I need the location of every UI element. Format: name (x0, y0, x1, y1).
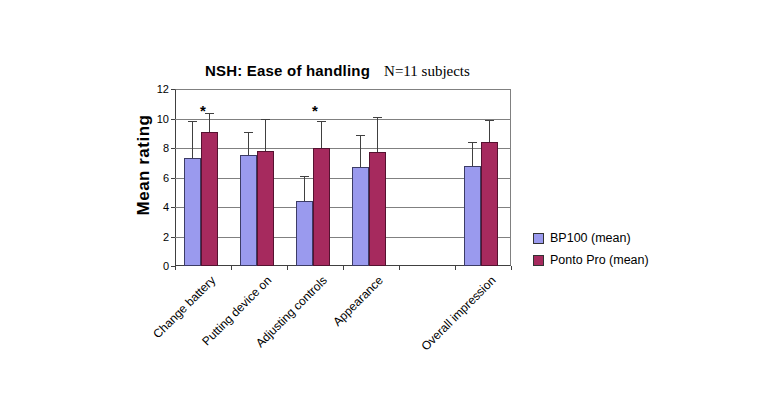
legend-item-ponto-pro: Ponto Pro (mean) (533, 253, 649, 268)
legend-label-ponto-pro: Ponto Pro (mean) (550, 253, 649, 268)
error-bar-cap (261, 119, 270, 120)
error-bar-cap (356, 135, 365, 136)
gridline (175, 119, 511, 120)
category-label-overall-impression: Overall impression (419, 274, 498, 353)
y-tick-label: 12 (149, 83, 169, 96)
legend-item-bp100: BP100 (mean) (533, 231, 649, 246)
error-bar (265, 119, 266, 151)
bar-ponto-pro-mean-adjusting-controls (313, 148, 330, 266)
y-tick (171, 89, 175, 90)
y-tick (171, 148, 175, 149)
bar-ponto-pro-mean-appearance (369, 152, 386, 266)
y-tick-label: 8 (149, 142, 169, 155)
error-bar-cap (244, 132, 253, 133)
error-bar (248, 132, 249, 156)
bar-bp100-mean-change-battery (184, 158, 201, 266)
chart-title: NSH: Ease of handling (205, 62, 370, 79)
chart-subtitle: N=11 subjects (384, 63, 470, 79)
figure-canvas: NSH: Ease of handlingN=11 subjects Mean … (0, 0, 768, 400)
error-bar-cap (468, 142, 477, 143)
error-bar-cap (300, 176, 309, 177)
gridline (175, 237, 511, 238)
error-bar-cap (188, 121, 197, 122)
gridline (175, 178, 511, 179)
x-tick (175, 266, 176, 270)
bar-ponto-pro-mean-putting-device-on (257, 151, 274, 266)
x-tick (231, 266, 232, 270)
y-tick-label: 6 (149, 172, 169, 185)
y-tick (171, 178, 175, 179)
y-tick-label: 2 (149, 231, 169, 244)
y-tick (171, 237, 175, 238)
bar-bp100-mean-putting-device-on (240, 155, 257, 266)
y-tick (171, 119, 175, 120)
legend-label-bp100: BP100 (mean) (550, 231, 631, 246)
y-tick-label: 4 (149, 201, 169, 214)
error-bar (321, 121, 322, 148)
error-bar (192, 121, 193, 158)
x-tick (399, 266, 400, 270)
error-bar (304, 176, 305, 201)
bar-bp100-mean-overall-impression (464, 166, 481, 266)
error-bar (489, 120, 490, 142)
chart-header: NSH: Ease of handling N=11 subjects (205, 62, 470, 80)
y-tick-label: 0 (149, 260, 169, 273)
error-bar (472, 142, 473, 166)
error-bar-cap (373, 117, 382, 118)
x-tick (455, 266, 456, 270)
legend: BP100 (mean) Ponto Pro (mean) (533, 231, 649, 275)
significance-asterisk: * (195, 103, 211, 118)
x-tick (287, 266, 288, 270)
error-bar-cap (485, 120, 494, 121)
x-tick (343, 266, 344, 270)
category-label-appearance: Appearance (331, 274, 386, 329)
bar-bp100-mean-adjusting-controls (296, 201, 313, 266)
bar-bp100-mean-appearance (352, 167, 369, 266)
error-bar-cap (317, 121, 326, 122)
legend-swatch-0 (533, 233, 544, 244)
gridline (175, 148, 511, 149)
error-bar (360, 135, 361, 167)
gridline (175, 207, 511, 208)
x-tick (511, 266, 512, 270)
y-tick (171, 207, 175, 208)
legend-swatch-1 (533, 255, 544, 266)
y-tick-label: 10 (149, 113, 169, 126)
error-bar (377, 117, 378, 152)
bar-ponto-pro-mean-change-battery (201, 132, 218, 266)
significance-asterisk: * (307, 103, 323, 118)
bar-ponto-pro-mean-overall-impression (481, 142, 498, 266)
